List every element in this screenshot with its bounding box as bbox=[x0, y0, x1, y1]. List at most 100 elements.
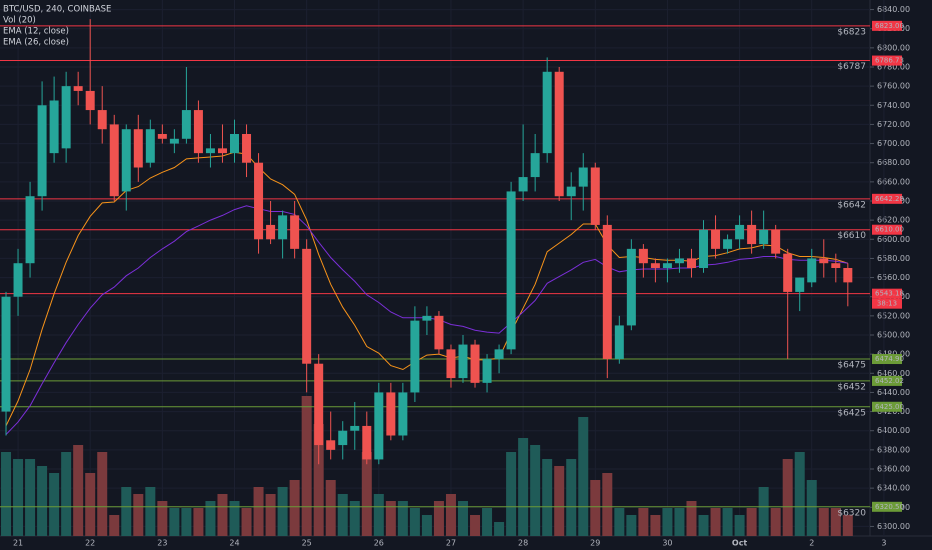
volume-bar bbox=[73, 445, 84, 536]
volume-bar bbox=[674, 508, 685, 536]
volume-bar bbox=[818, 508, 829, 536]
volume-bar bbox=[746, 508, 757, 536]
candle-body bbox=[494, 349, 504, 359]
volume-bar bbox=[1, 452, 12, 536]
candle-body bbox=[422, 315, 432, 321]
y-tick-label: 6500.00 bbox=[877, 331, 910, 340]
y-tick-label: 6560.00 bbox=[877, 273, 910, 282]
volume-bar bbox=[433, 501, 444, 536]
volume-bar bbox=[794, 452, 805, 536]
candle-body bbox=[566, 186, 576, 197]
candle-body bbox=[482, 358, 492, 383]
price-tag-label: 6474.90 bbox=[875, 355, 904, 363]
candle-body bbox=[314, 363, 324, 446]
candle-body bbox=[783, 253, 793, 292]
volume-bar bbox=[614, 508, 625, 536]
volume-bar bbox=[770, 508, 781, 536]
candle-body bbox=[266, 224, 276, 240]
countdown-label: 38:13 bbox=[877, 300, 897, 308]
volume-bar bbox=[554, 466, 565, 536]
y-tick-label: 6660.00 bbox=[877, 177, 910, 186]
price-tag-label: 6425.00 bbox=[875, 403, 904, 411]
volume-bar bbox=[494, 522, 505, 536]
candle-body bbox=[205, 148, 215, 154]
price-tag bbox=[872, 501, 902, 512]
price-tag-label: 6823.00 bbox=[875, 22, 904, 30]
volume-bar bbox=[325, 480, 336, 536]
volume-legend: Vol (20) bbox=[3, 16, 36, 26]
price-tag bbox=[872, 401, 902, 412]
candle-body bbox=[85, 90, 95, 111]
ema-legend: EMA (26, close) bbox=[3, 38, 69, 48]
candle-body bbox=[1, 296, 11, 412]
candle-body bbox=[819, 258, 829, 264]
candle-body bbox=[626, 248, 636, 326]
volume-bar bbox=[626, 515, 637, 536]
volume-bar bbox=[157, 501, 168, 536]
x-tick-label: 22 bbox=[85, 539, 95, 548]
x-tick-label: 25 bbox=[302, 539, 312, 548]
volume-bar bbox=[301, 396, 312, 536]
price-tag bbox=[872, 224, 902, 235]
candle-body bbox=[699, 229, 709, 268]
volume-bar bbox=[193, 508, 204, 536]
candle-body bbox=[350, 425, 360, 431]
volume-bar bbox=[145, 487, 156, 536]
candle-body bbox=[446, 349, 456, 379]
y-tick-label: 6840.00 bbox=[877, 5, 910, 14]
candle-body bbox=[759, 229, 769, 245]
candle-body bbox=[807, 258, 817, 283]
y-tick-label: 6340.00 bbox=[877, 484, 910, 493]
x-tick-label: 24 bbox=[229, 539, 239, 548]
candle-body bbox=[530, 153, 540, 178]
volume-bar bbox=[734, 515, 745, 536]
x-tick-label: Oct bbox=[732, 539, 748, 548]
volume-bar bbox=[722, 508, 733, 536]
level-label: $6452 bbox=[837, 382, 866, 392]
candle-body bbox=[650, 263, 660, 268]
y-tick-label: 6740.00 bbox=[877, 101, 910, 110]
volume-bar bbox=[241, 508, 252, 536]
volume-bar bbox=[205, 501, 216, 536]
candle-body bbox=[398, 392, 408, 436]
volume-bar bbox=[217, 494, 228, 536]
y-tick-label: 6780.00 bbox=[877, 63, 910, 72]
volume-bar bbox=[181, 508, 192, 536]
candle-body bbox=[25, 196, 35, 264]
price-tag bbox=[872, 55, 902, 66]
price-tag bbox=[872, 20, 902, 31]
candle-body bbox=[121, 129, 131, 192]
candle-body bbox=[458, 344, 468, 379]
volume-bar bbox=[133, 494, 144, 536]
volume-bar bbox=[13, 459, 24, 536]
candle-body bbox=[13, 263, 23, 297]
price-tag-label: 6452.02 bbox=[875, 377, 904, 385]
candle-body bbox=[302, 248, 312, 364]
y-tick-label: 6800.00 bbox=[877, 43, 910, 52]
level-label: $6823 bbox=[837, 27, 866, 37]
volume-bar bbox=[169, 508, 180, 536]
volume-bar bbox=[518, 438, 529, 536]
candle-body bbox=[843, 268, 853, 283]
volume-bar bbox=[25, 459, 36, 536]
candle-body bbox=[278, 215, 288, 240]
volume-bar bbox=[277, 487, 288, 536]
x-tick-label: 30 bbox=[662, 539, 672, 548]
volume-bar bbox=[566, 459, 577, 536]
volume-bar bbox=[842, 515, 853, 536]
y-tick-label: 6600.00 bbox=[877, 235, 910, 244]
candle-body bbox=[157, 134, 167, 139]
candle-body bbox=[602, 224, 612, 359]
candle-body bbox=[662, 263, 672, 268]
volume-bar bbox=[121, 487, 132, 536]
y-tick-label: 6720.00 bbox=[877, 120, 910, 129]
candle-body bbox=[686, 258, 696, 268]
price-tag bbox=[872, 288, 902, 299]
chart-title: BTC/USD, 240, COINBASE bbox=[3, 5, 111, 15]
x-tick-label: 28 bbox=[518, 539, 528, 548]
price-tag-label: 6543.18 bbox=[875, 290, 904, 298]
candle-body bbox=[362, 425, 372, 460]
volume-bar bbox=[830, 508, 841, 536]
